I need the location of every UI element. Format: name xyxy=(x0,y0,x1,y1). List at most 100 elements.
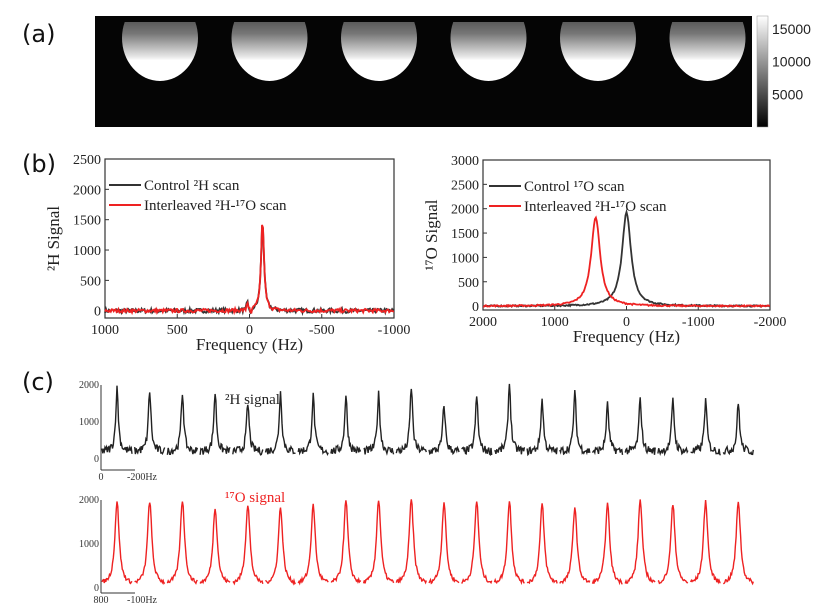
signal-segment xyxy=(264,507,297,586)
series-line xyxy=(104,225,395,317)
series-title: ²H signal xyxy=(225,392,280,408)
mri-sample-image xyxy=(560,22,636,81)
image-tiles xyxy=(122,22,746,81)
x-tick-label: 500 xyxy=(167,323,188,338)
signal-segment xyxy=(232,404,264,456)
y-tick-label: 2000 xyxy=(79,380,99,391)
panel-label-b: (b) xyxy=(22,150,56,178)
signal-segment xyxy=(134,392,166,456)
y-tick-label: 1000 xyxy=(451,251,479,266)
signal-segment xyxy=(134,502,166,585)
signal-segment xyxy=(330,395,362,454)
y-tick-label: 0 xyxy=(94,305,101,320)
chart-17o-spectrum: 2000 1000 0 -1000 -2000 0 500 1000 1500 2000 2500 3… xyxy=(422,154,786,346)
signal-segment xyxy=(624,499,656,584)
x-tick-label: -1000 xyxy=(682,315,715,330)
signal-segment xyxy=(526,503,558,585)
signal-segment xyxy=(199,393,231,455)
signal-segment xyxy=(461,396,493,457)
signal-segment xyxy=(722,501,754,586)
y-tick-label: 1000 xyxy=(73,244,101,259)
legend-label: Interleaved ²H-¹⁷O scan xyxy=(524,199,667,215)
chart-2h-spectrum: 1000 500 0 -500 -1000 0 500 1000 1500 2000 2500 Fre… xyxy=(44,153,410,354)
series-line xyxy=(482,208,771,308)
signal-segment xyxy=(297,392,329,457)
signal-segment xyxy=(722,403,754,456)
signal-segment xyxy=(297,503,329,586)
y-tick-label: 3000 xyxy=(451,154,479,169)
y-tick-label: 1000 xyxy=(79,417,99,428)
y-tick-label: 1000 xyxy=(79,539,99,550)
x-tick-label: -500 xyxy=(309,323,335,338)
y-tick-label: 2500 xyxy=(73,153,101,168)
signal-segment xyxy=(526,398,558,457)
y-tick-label: 2000 xyxy=(451,203,479,218)
colorbar xyxy=(756,15,769,128)
panel-label-c: (c) xyxy=(22,368,54,396)
y-tick-label: 2500 xyxy=(451,178,479,193)
y-tick-label: 1500 xyxy=(451,227,479,242)
x-tick-label: -1000 xyxy=(378,323,411,338)
y-tick-label: 2000 xyxy=(73,183,101,198)
signal-segment xyxy=(690,398,721,456)
x-tick-label: 1000 xyxy=(541,315,569,330)
signal-segment xyxy=(624,397,656,455)
x-tick-label: 0 xyxy=(246,323,253,338)
signal-segment xyxy=(559,390,591,456)
signal-segment xyxy=(395,388,427,455)
y-tick-label: 0 xyxy=(472,300,479,315)
y-axis-label: ²H Signal xyxy=(44,206,63,271)
y-tick-label: 0 xyxy=(94,583,99,594)
signal-segment xyxy=(199,508,231,585)
x-tick-label: 0 xyxy=(623,315,630,330)
mri-sample-image xyxy=(341,22,417,81)
signal-segment xyxy=(101,385,133,454)
legend-label: Interleaved ²H-¹⁷O scan xyxy=(144,198,287,214)
signal-segment xyxy=(428,502,460,585)
series-line xyxy=(104,224,395,316)
legend-label: Control ¹⁷O scan xyxy=(524,179,625,195)
x-scale-label-end: -200Hz xyxy=(127,472,158,483)
signal-segment xyxy=(232,505,264,586)
legend-label: Control ²H scan xyxy=(144,178,240,194)
y-tick-label: 500 xyxy=(80,274,101,289)
signal-segment xyxy=(591,401,624,456)
signal-segment xyxy=(362,500,395,584)
colorbar-tick-label: 5000 xyxy=(772,86,803,102)
signal-segment xyxy=(559,507,591,585)
mri-sample-image xyxy=(231,22,308,81)
x-axis-label: Frequency (Hz) xyxy=(573,327,680,346)
signal-segment xyxy=(657,504,689,585)
x-axis-label: Frequency (Hz) xyxy=(196,335,303,354)
y-tick-label: 1500 xyxy=(73,214,101,229)
signal-segment xyxy=(493,501,525,586)
signal-segment xyxy=(591,502,623,586)
signal-segment xyxy=(166,394,199,455)
signal-segment xyxy=(330,500,362,585)
signal-segment xyxy=(428,405,460,456)
colorbar-tick-label: 15000 xyxy=(772,21,811,37)
y-tick-label: 2000 xyxy=(79,495,99,506)
signal-segment xyxy=(264,391,296,455)
y-tick-label: 0 xyxy=(94,454,99,465)
signal-segment xyxy=(363,390,395,456)
mri-image-strip xyxy=(95,16,752,127)
panel-label-a: (a) xyxy=(22,20,55,48)
signal-segment xyxy=(657,397,689,457)
x-tick-label: -2000 xyxy=(754,315,787,330)
series-line xyxy=(483,215,770,309)
colorbar-tick-label: 10000 xyxy=(772,54,811,70)
signal-segment xyxy=(395,499,427,585)
x-scale-label-start: 0 xyxy=(99,472,104,483)
mri-sample-image xyxy=(669,22,746,81)
y-tick-label: 500 xyxy=(458,276,479,291)
chart-17o-signal-series: 0 1000 2000 800 -100Hz ¹⁷O signal xyxy=(79,490,754,606)
x-scale-label-end: -100Hz xyxy=(127,595,158,606)
x-tick-label: 1000 xyxy=(91,323,119,338)
mri-sample-image xyxy=(450,22,527,81)
signal-segment xyxy=(461,501,493,585)
chart-2h-signal-series: 0 1000 2000 0 -200Hz ²H signal xyxy=(79,380,754,483)
x-scale-label-start: 800 xyxy=(94,595,109,606)
signal-segment xyxy=(101,501,133,585)
